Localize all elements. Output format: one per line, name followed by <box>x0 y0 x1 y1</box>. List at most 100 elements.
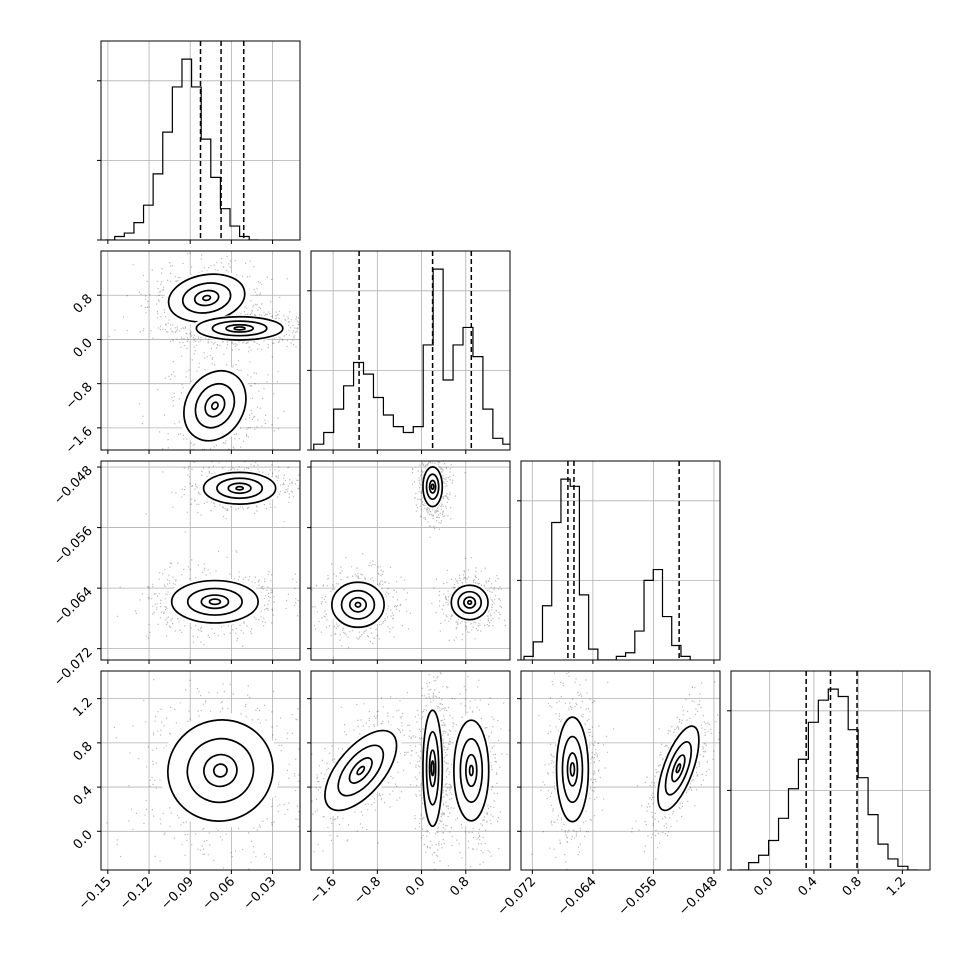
mode-0 <box>421 464 444 510</box>
contour-level-4 <box>235 485 245 491</box>
contour-level-1 <box>657 725 700 812</box>
ytick-label-p3-0: 0.0 <box>71 828 96 853</box>
xtick-label-p0-3: −0.06 <box>199 874 238 913</box>
contour-level-2 <box>459 738 484 803</box>
contour-level-1 <box>183 369 247 442</box>
panel-3-3: 0.0 0.4 0.8 1.2 <box>727 670 931 899</box>
contour-level-1 <box>170 579 259 624</box>
ytick-label-p2-0: −0.072 <box>51 645 96 690</box>
xtick-label-p0-4: −0.03 <box>241 874 280 913</box>
contour-level-3 <box>428 749 437 788</box>
contour-level-4 <box>356 765 366 776</box>
panel-frame <box>100 460 301 661</box>
contour-level-1 <box>202 471 277 505</box>
panel-frame <box>520 670 721 871</box>
histogram-2 <box>523 478 691 660</box>
contour-level-1 <box>167 719 274 822</box>
contour-level-2 <box>340 589 376 620</box>
mode-1 <box>654 720 702 817</box>
panel-3-2: −0.072 −0.064 −0.056 −0.048 <box>495 670 721 919</box>
density-layer <box>106 679 300 870</box>
contour-level-3 <box>193 289 220 307</box>
contour-level-1 <box>422 466 444 508</box>
ytick-label-p1-3: 0.8 <box>71 291 96 316</box>
contour-level-4 <box>468 764 474 777</box>
mode-0 <box>319 724 402 817</box>
contour-level-3 <box>566 752 579 787</box>
density-layer <box>311 461 506 659</box>
contour-level-2 <box>186 737 255 804</box>
mode-1 <box>165 577 265 626</box>
panel-frame <box>520 460 721 661</box>
panel-3-0: −0.15 −0.12 −0.09 −0.06 −0.03 0.0 0.4 0.8 1.2 <box>71 670 301 913</box>
contour-level-1 <box>453 719 490 822</box>
xtick-label-p1-3: 0.8 <box>447 874 472 899</box>
contour-level-0 <box>654 720 702 817</box>
xtick-label-p1-2: 0.0 <box>403 874 428 899</box>
contour-level-2 <box>425 730 440 806</box>
contour-level-4 <box>201 294 212 302</box>
panel-3-1: −1.6 −0.8 0.0 0.8 <box>307 670 511 907</box>
ytick-label-p1-0: −1.6 <box>63 424 96 457</box>
panel-1-1 <box>307 250 511 454</box>
density-layer <box>531 671 720 870</box>
mode-0 <box>160 712 281 829</box>
panel-0-0 <box>97 40 301 244</box>
panel-2-1 <box>307 460 511 664</box>
contour-level-0 <box>198 470 281 507</box>
scatter-points <box>311 461 506 659</box>
mode-1 <box>328 579 388 631</box>
histogram-3 <box>738 688 918 870</box>
contour-level-3 <box>225 323 255 333</box>
contour-level-4 <box>208 598 222 606</box>
contour-level-2 <box>457 590 483 615</box>
contour-level-3 <box>203 753 238 788</box>
panel-frame <box>310 460 511 661</box>
contour-level-3 <box>348 596 368 613</box>
panel-frame <box>730 670 931 871</box>
xtick-label-p2-1: −0.064 <box>555 874 600 919</box>
mode-1 <box>190 315 290 342</box>
mode-2 <box>451 713 492 828</box>
xtick-label-p3-1: 0.4 <box>796 874 821 899</box>
panel-frame <box>310 250 511 451</box>
contour-level-4 <box>212 763 228 778</box>
xtick-label-p2-2: −0.056 <box>616 874 661 919</box>
ytick-label-p2-2: −0.056 <box>51 524 96 569</box>
contour-level-0 <box>160 712 281 829</box>
contour-level-0 <box>190 315 290 342</box>
ytick-label-p3-1: 0.4 <box>71 783 96 808</box>
contour-level-1 <box>422 709 444 828</box>
xtick-label-p0-1: −0.12 <box>117 874 156 913</box>
contour-level-4 <box>569 761 576 777</box>
contour-level-4 <box>354 601 362 608</box>
panel-2-2 <box>517 460 721 664</box>
ytick-label-p3-3: 1.2 <box>71 695 96 720</box>
panel-frame <box>100 40 301 241</box>
contour-level-3 <box>464 753 478 788</box>
xtick-label-p2-0: −0.072 <box>495 874 540 919</box>
contour-level-0 <box>165 577 265 626</box>
panel-frame <box>100 670 301 871</box>
xtick-label-p1-1: −0.8 <box>351 874 384 907</box>
contour-level-3 <box>348 757 373 784</box>
contour-level-4 <box>466 599 473 606</box>
contour-level-2 <box>664 740 693 796</box>
panel-frame <box>310 670 511 871</box>
ytick-label-p3-2: 0.8 <box>71 739 96 764</box>
contour-level-1 <box>195 315 284 341</box>
contour-level-2 <box>561 735 584 804</box>
contour-level-2 <box>181 282 232 314</box>
xtick-label-p2-3: −0.048 <box>676 874 721 919</box>
mode-2 <box>179 365 251 446</box>
contour-level-1 <box>450 584 489 621</box>
contour-level-4 <box>430 483 435 491</box>
panel-2-0: −0.072 −0.064 −0.056 −0.048 <box>51 460 301 690</box>
contour-level-4 <box>233 326 246 331</box>
contour-level-0 <box>328 579 388 631</box>
ytick-label-p2-3: −0.048 <box>51 463 96 508</box>
xtick-label-p3-0: 0.0 <box>751 874 776 899</box>
contour-level-0 <box>554 709 591 830</box>
xtick-label-p0-2: −0.09 <box>158 874 197 913</box>
